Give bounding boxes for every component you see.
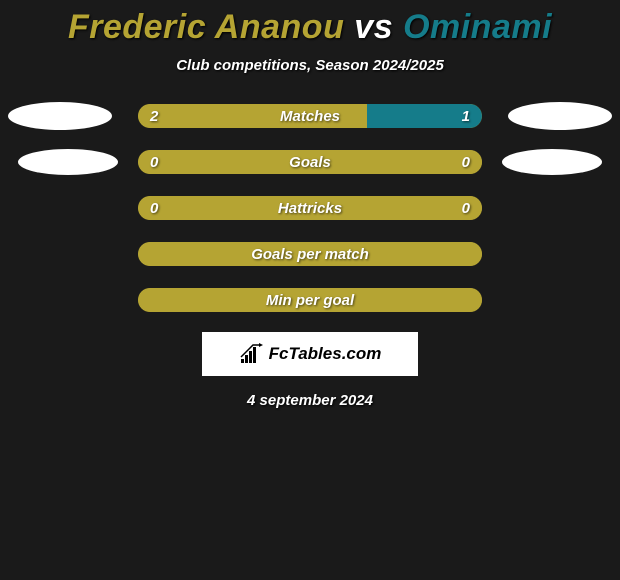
stat-value-right: 0 (462, 154, 470, 171)
stat-value-right: 0 (462, 200, 470, 217)
stat-row: 0Hattricks0 (0, 196, 620, 220)
avatar-oval-right (502, 149, 602, 175)
page-title: Frederic Ananou vs Ominami (68, 8, 552, 47)
stat-label: Matches (138, 108, 482, 125)
stat-value-right: 1 (462, 108, 470, 125)
logo-text: FcTables.com (269, 344, 382, 364)
avatar-oval-left (18, 149, 118, 175)
player2-name: Ominami (403, 8, 552, 46)
date-text: 4 september 2024 (247, 392, 373, 409)
player1-name: Frederic Ananou (68, 8, 344, 46)
vs-text: vs (344, 8, 403, 46)
stat-row: Goals per match (0, 242, 620, 266)
avatar-oval-right (508, 102, 612, 130)
avatar-oval-left (8, 102, 112, 130)
stat-label: Goals per match (138, 246, 482, 263)
stat-label: Min per goal (138, 292, 482, 309)
subtitle: Club competitions, Season 2024/2025 (176, 57, 444, 74)
stat-bar: 2Matches1 (138, 104, 482, 128)
comparison-infographic: Frederic Ananou vs Ominami Club competit… (0, 0, 620, 409)
stat-rows: 2Matches10Goals00Hattricks0Goals per mat… (0, 104, 620, 312)
stat-row: Min per goal (0, 288, 620, 312)
stat-row: 2Matches1 (0, 104, 620, 128)
fctables-logo-icon (239, 343, 265, 365)
logo-box: FcTables.com (202, 332, 418, 376)
stat-label: Hattricks (138, 200, 482, 217)
stat-bar: Min per goal (138, 288, 482, 312)
stat-label: Goals (138, 154, 482, 171)
stat-bar: Goals per match (138, 242, 482, 266)
stat-bar: 0Hattricks0 (138, 196, 482, 220)
stat-bar: 0Goals0 (138, 150, 482, 174)
stat-row: 0Goals0 (0, 150, 620, 174)
